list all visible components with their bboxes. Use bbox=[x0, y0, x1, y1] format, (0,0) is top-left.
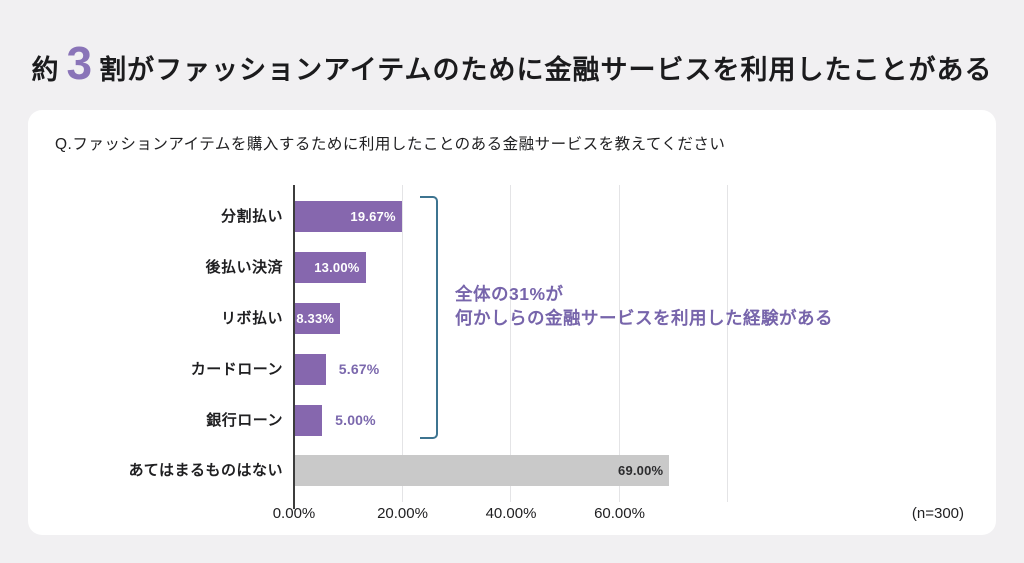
bar-value-label: 8.33% bbox=[296, 311, 335, 326]
bar-value-label: 13.00% bbox=[314, 260, 360, 275]
x-axis-tick-label: 40.00% bbox=[485, 505, 537, 522]
chart-gridline bbox=[618, 185, 620, 502]
category-label: あてはまるものはない bbox=[128, 462, 283, 479]
title-highlight-number: 3 bbox=[66, 37, 93, 89]
annotation-line1: 全体の31%が bbox=[455, 284, 564, 304]
chart-card: Q.ファッションアイテムを購入するために利用したことのある金融サービスを教えてく… bbox=[28, 110, 996, 535]
bar-value-label: 19.67% bbox=[350, 209, 396, 224]
category-label: 分割払い bbox=[220, 208, 283, 225]
annotation-line2: 何かしらの金融サービスを利用した経験がある bbox=[455, 308, 833, 328]
chart-gridline bbox=[401, 185, 403, 502]
group-bracket bbox=[420, 196, 438, 439]
bar-value-label: 69.00% bbox=[618, 463, 664, 478]
chart-gridline bbox=[727, 185, 728, 502]
chart-y-axis bbox=[293, 185, 295, 509]
chart-annotation: 全体の31%が 何かしらの金融サービスを利用した経験がある bbox=[455, 282, 833, 330]
bar-value-label: 5.67% bbox=[338, 361, 380, 377]
title-suffix: 割がファッションアイテムのために金融サービスを利用したことがある bbox=[99, 55, 993, 85]
chart-bar: 69.00% bbox=[295, 455, 670, 486]
x-axis-tick-label: 60.00% bbox=[594, 505, 645, 522]
chart-bar: 13.00% bbox=[295, 252, 366, 283]
page-title: 約 3 割がファッションアイテムのために金融サービスを利用したことがある bbox=[0, 36, 1024, 90]
category-label: カードローン bbox=[190, 361, 283, 378]
chart-bar bbox=[295, 354, 326, 385]
chart-bar: 19.67% bbox=[295, 201, 402, 232]
bar-value-label: 5.00% bbox=[335, 412, 376, 428]
chart-gridline bbox=[510, 185, 511, 502]
x-axis-tick-label: 20.00% bbox=[377, 505, 428, 522]
chart-bar bbox=[295, 405, 323, 436]
x-axis-tick-label: 0.00% bbox=[272, 505, 316, 522]
title-prefix: 約 bbox=[31, 55, 60, 85]
survey-question: Q.ファッションアイテムを購入するために利用したことのある金融サービスを教えてく… bbox=[55, 136, 726, 153]
category-label: 銀行ローン bbox=[206, 412, 283, 429]
sample-size: (n=300) bbox=[911, 505, 964, 522]
bar-chart: 0.00% 20.00% 40.00% 60.00% 分割払い 19.67% 後払い決済 13… bbox=[28, 110, 996, 535]
chart-bar: 8.33% bbox=[295, 303, 341, 334]
category-label: 後払い決済 bbox=[205, 259, 283, 276]
category-label: リボ払い bbox=[220, 310, 283, 327]
